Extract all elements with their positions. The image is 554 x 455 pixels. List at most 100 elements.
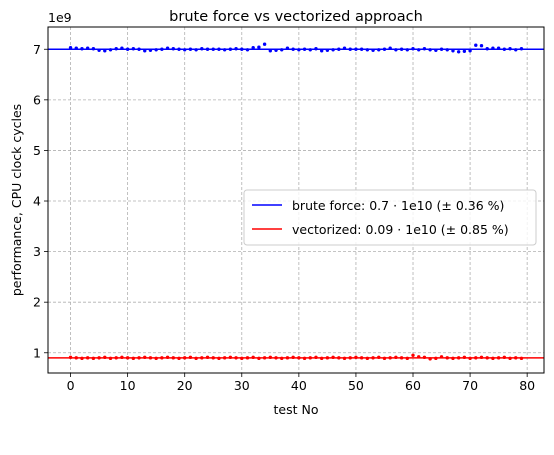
data-point-vectorized bbox=[308, 356, 312, 360]
data-point-vectorized bbox=[85, 356, 90, 360]
data-point-vectorized bbox=[319, 356, 324, 361]
data-point-brute-force bbox=[245, 48, 250, 52]
data-point-vectorized bbox=[388, 356, 392, 360]
legend: brute force: 0.7 · 1e10 (± 0.36 %) vecto… bbox=[243, 189, 537, 246]
y-axis-title: performance, CPU clock cycles bbox=[9, 104, 24, 296]
y-tick-label: 6 bbox=[33, 92, 41, 107]
data-point-vectorized bbox=[257, 356, 261, 361]
data-point-brute-force bbox=[342, 46, 347, 50]
data-point-vectorized bbox=[394, 355, 398, 360]
data-point-brute-force bbox=[382, 47, 387, 51]
data-point-brute-force bbox=[205, 47, 210, 51]
data-point-brute-force bbox=[274, 48, 278, 52]
data-point-vectorized bbox=[154, 356, 158, 361]
data-point-brute-force bbox=[428, 48, 432, 52]
y-tick-label: 2 bbox=[33, 295, 41, 310]
data-point-vectorized bbox=[240, 356, 244, 361]
chart-title: brute force vs vectorized approach bbox=[169, 9, 423, 25]
data-point-vectorized bbox=[342, 356, 347, 361]
data-point-vectorized bbox=[262, 356, 267, 360]
data-point-brute-force bbox=[445, 48, 449, 52]
data-point-vectorized bbox=[165, 355, 170, 360]
data-point-brute-force bbox=[131, 47, 136, 51]
data-point-vectorized bbox=[359, 356, 364, 360]
data-point-brute-force bbox=[405, 48, 410, 52]
data-point-brute-force bbox=[177, 47, 181, 51]
data-point-vectorized bbox=[108, 356, 113, 361]
data-point-vectorized bbox=[160, 356, 164, 360]
data-point-vectorized bbox=[297, 356, 301, 360]
data-point-vectorized bbox=[131, 356, 136, 361]
y-tick-label: 5 bbox=[33, 143, 41, 158]
data-point-vectorized bbox=[428, 357, 432, 361]
data-point-vectorized bbox=[337, 356, 341, 360]
data-point-vectorized bbox=[97, 356, 101, 360]
data-point-vectorized bbox=[411, 353, 415, 357]
x-tick-label: 60 bbox=[405, 378, 421, 393]
data-point-brute-force bbox=[394, 48, 398, 52]
data-point-brute-force bbox=[85, 46, 90, 50]
data-point-brute-force bbox=[211, 47, 215, 51]
data-point-vectorized bbox=[234, 356, 238, 360]
data-point-vectorized bbox=[171, 356, 175, 360]
data-point-brute-force bbox=[422, 47, 427, 51]
data-point-brute-force bbox=[314, 47, 318, 51]
data-point-brute-force bbox=[148, 48, 153, 52]
data-point-brute-force bbox=[514, 48, 518, 52]
y-offset-label: 1e9 bbox=[48, 10, 72, 25]
data-point-brute-force bbox=[399, 47, 404, 51]
data-point-brute-force bbox=[188, 47, 193, 51]
data-point-brute-force bbox=[388, 46, 392, 50]
data-point-brute-force bbox=[519, 47, 524, 51]
data-point-vectorized bbox=[354, 355, 358, 360]
data-point-brute-force bbox=[411, 47, 415, 51]
data-point-brute-force bbox=[285, 46, 290, 50]
data-point-brute-force bbox=[468, 49, 472, 53]
data-point-vectorized bbox=[399, 356, 404, 360]
data-point-brute-force bbox=[143, 49, 147, 53]
data-point-vectorized bbox=[177, 356, 181, 361]
data-point-brute-force bbox=[262, 42, 267, 46]
data-point-vectorized bbox=[434, 356, 438, 361]
data-point-vectorized bbox=[502, 355, 507, 360]
data-point-brute-force bbox=[114, 47, 118, 51]
data-point-brute-force bbox=[120, 46, 124, 50]
x-axis: 0 10 20 30 40 50 60 70 80 bbox=[67, 373, 535, 393]
data-point-vectorized bbox=[382, 356, 387, 361]
data-point-vectorized bbox=[485, 356, 489, 360]
data-point-vectorized bbox=[251, 355, 255, 360]
data-point-vectorized bbox=[91, 356, 96, 361]
data-point-vectorized bbox=[114, 356, 118, 360]
data-point-brute-force bbox=[359, 47, 364, 51]
data-point-vectorized bbox=[80, 356, 84, 361]
data-point-brute-force bbox=[496, 46, 501, 50]
data-point-vectorized bbox=[314, 355, 318, 360]
data-point-vectorized bbox=[120, 355, 124, 360]
data-point-brute-force bbox=[485, 47, 489, 51]
data-point-brute-force bbox=[91, 47, 96, 51]
x-tick-label: 30 bbox=[234, 378, 250, 393]
mean-lines bbox=[48, 48, 544, 359]
legend-box bbox=[243, 189, 537, 246]
data-point-brute-force bbox=[251, 46, 255, 50]
data-point-vectorized bbox=[462, 355, 467, 360]
data-point-vectorized bbox=[468, 356, 472, 361]
data-point-vectorized bbox=[68, 355, 73, 360]
data-point-brute-force bbox=[160, 47, 164, 51]
data-point-brute-force bbox=[125, 47, 130, 51]
data-point-vectorized bbox=[405, 356, 410, 361]
data-point-brute-force bbox=[308, 48, 312, 52]
data-point-vectorized bbox=[285, 356, 290, 360]
data-point-vectorized bbox=[182, 356, 187, 360]
x-tick-label: 80 bbox=[519, 378, 535, 393]
data-point-brute-force bbox=[474, 43, 478, 47]
data-point-brute-force bbox=[439, 47, 444, 51]
data-point-brute-force bbox=[491, 46, 495, 50]
x-tick-label: 0 bbox=[67, 378, 75, 393]
data-point-brute-force bbox=[297, 48, 301, 52]
data-point-brute-force bbox=[268, 49, 273, 53]
data-point-brute-force bbox=[228, 47, 233, 51]
data-point-brute-force bbox=[325, 48, 330, 52]
data-point-vectorized bbox=[228, 355, 233, 360]
